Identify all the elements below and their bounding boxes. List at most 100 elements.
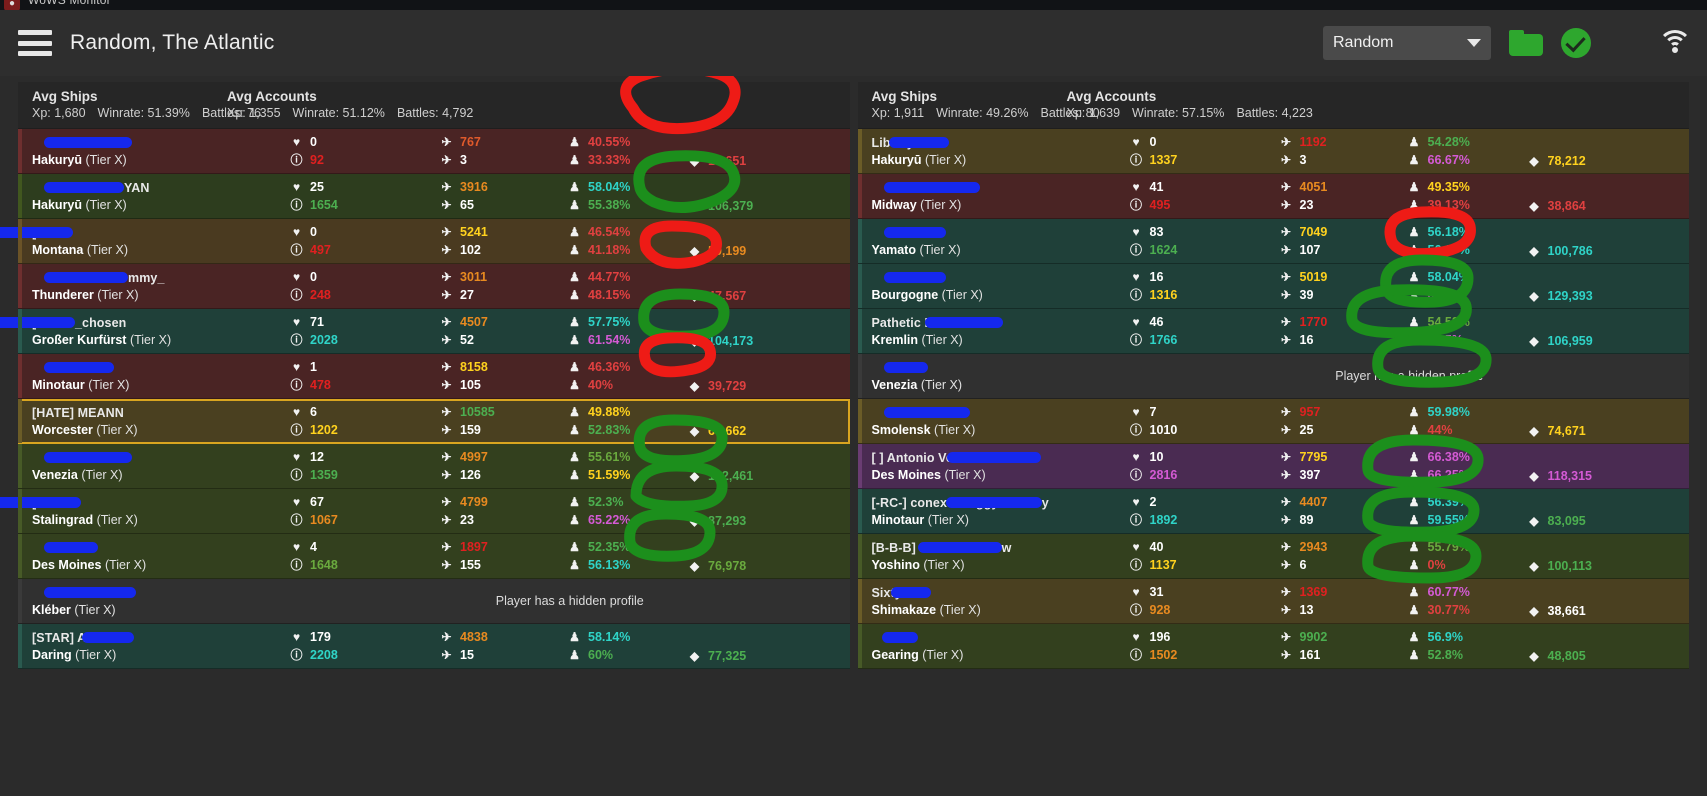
chevron-down-icon [1467, 39, 1481, 47]
player-row[interactable]: [STAR] ALFA Daring (Tier X) ♥ 179 ⓘ 2208 ✈ 4838… [18, 624, 850, 669]
player-row[interactable]: Kléber (Tier X) Player has a hidden profi… [18, 579, 850, 624]
damage-cell: ♥ 2 ⓘ 1892 [1130, 495, 1280, 527]
redacted-name [44, 137, 132, 148]
xp-cell: ✈ 1897 ✈ 155 [440, 540, 568, 572]
damage-account: 1316 [1149, 288, 1178, 302]
player-name: [STAR] ALFA [32, 630, 290, 645]
heart-icon: ♥ [1132, 270, 1140, 284]
redacted-name [883, 407, 970, 418]
player-row[interactable]: [ ] Antonio Vendrame Des Moines (Tier X) ♥… [857, 444, 1689, 489]
player-row[interactable]: Bourgogne (Tier X) ♥ 16 ⓘ 1316 ✈ 5019 ✈ 39 ♟ 58.04… [857, 264, 1689, 309]
row-accent [18, 219, 22, 263]
hamburger-icon[interactable] [18, 30, 52, 56]
winrate-cell: ♟ 59.98% ♟ 44% [1408, 405, 1528, 437]
team-summary-right: Avg Ships Xp: 1,911 Winrate: 49.26% Battles… [857, 82, 1689, 129]
winrate-cell: ♟ 66.38% ♟ 66.25% [1408, 450, 1528, 482]
player-row[interactable]: Minotaur (Tier X) ♥ 1 ⓘ 478 ✈ 8158 ✈ 105 ♟ 46.36% ♟… [18, 354, 850, 399]
qr-code-icon[interactable] [1609, 28, 1639, 58]
heart-icon: ♥ [1132, 450, 1140, 464]
player-row[interactable]: Venezia (Tier X) ♥ 12 ⓘ 1359 ✈ 4997 ✈ 126 ♟ 55.61%… [18, 444, 850, 489]
player-identity: Sixty 2 Shimakaze (Tier X) [858, 585, 1130, 618]
flame-icon: ◆ [689, 288, 700, 303]
player-row[interactable]: Smolensk (Tier X) ♥ 7 ⓘ 1010 ✈ 957 ✈ 25 ♟ 59.98% ♟ 4… [857, 399, 1689, 444]
flame-icon: ◆ [1529, 198, 1539, 213]
pr-cell: ◆ 100,786 [1528, 225, 1658, 258]
trophy-icon: ♟ [1408, 270, 1420, 284]
player-name: [ ] Antonio Vendrame [872, 450, 1130, 465]
winrate-ship: 54.28% [1427, 135, 1470, 149]
player-row[interactable]: [Montana (Tier X)♥0ⓘ497✈5241✈102♟46.54%♟… [0, 219, 850, 264]
trophy-icon: ♟ [569, 495, 580, 509]
plane-icon: ✈ [441, 513, 452, 527]
trophy-icon: ♟ [569, 180, 580, 194]
player-row[interactable]: Venezia (Tier X) Player has a hidden prof… [857, 354, 1689, 399]
winrate-ship: 58.04% [1427, 270, 1470, 284]
player-row[interactable]: [HATE] MEANN Worcester (Tier X) ♥ 6 ⓘ 1202 ✈ 10… [18, 399, 850, 444]
check-circle-icon[interactable] [1561, 28, 1591, 58]
winrate-account: 33.33% [588, 153, 631, 167]
plane-icon: ✈ [1280, 315, 1292, 329]
player-row[interactable]: Des Moines (Tier X) ♥ 4 ⓘ 1648 ✈ 1897 ✈ 155 ♟ 52.3… [18, 534, 850, 579]
trophy-icon: ♟ [1408, 495, 1420, 509]
winrate-cell: ♟ 46.54% ♟ 41.18% [568, 225, 688, 257]
winrate-ship: 49.88% [588, 405, 631, 419]
player-row[interactable]: mmy_ Thunderer (Tier X) ♥ 0 ⓘ 248 ✈ 3011 ✈ 27 ♟ 44.… [18, 264, 850, 309]
player-row[interactable]: [B-B-B] Burroww Yoshino (Tier X) ♥ 40 ⓘ 1137 ✈… [857, 534, 1689, 579]
player-row[interactable]: Yamato (Tier X) ♥ 83 ⓘ 1624 ✈ 7049 ✈ 107 ♟ 56.18% ♟… [857, 219, 1689, 264]
plane-icon: ✈ [441, 288, 452, 302]
player-row[interactable]: [-RC-] conexao laggy y Minotaur (Tier X) ♥ 2… [857, 489, 1689, 534]
folder-icon[interactable] [1509, 30, 1543, 56]
flame-icon: ◆ [1529, 423, 1539, 438]
trophy-icon: ♟ [1408, 315, 1420, 329]
info-icon: ⓘ [1129, 558, 1142, 572]
plane-icon: ✈ [1280, 450, 1292, 464]
plane-icon: ✈ [1280, 630, 1292, 644]
xp-cell: ✈ 5019 ✈ 39 [1280, 270, 1408, 302]
winrate-ship: 46.54% [588, 225, 631, 239]
plane-icon: ✈ [1280, 288, 1292, 302]
player-identity: YAN Hakuryū (Tier X) [18, 180, 290, 213]
winrate-cell: ♟ 44.77% ♟ 48.15% [568, 270, 688, 302]
pr-cell: ◆ 47,567 [688, 270, 818, 303]
pr-value: 13,651 [708, 153, 747, 168]
winrate-account: 66.25% [1427, 468, 1470, 482]
xp-cell: ✈ 10585 ✈ 159 [440, 405, 568, 437]
player-row[interactable]: Gearing (Tier X) ♥ 196 ⓘ 1502 ✈ 9902 ✈ 161 ♟ 56.9%… [857, 624, 1689, 669]
player-row[interactable]: Sixty 2 Shimakaze (Tier X) ♥ 31 ⓘ 928 ✈ 1369 ✈ 13… [857, 579, 1689, 624]
avg-ships-label: Avg Ships [32, 89, 98, 104]
redacted-name [883, 182, 980, 193]
player-row[interactable]: Liberty!! Hakuryū (Tier X) ♥ 0 ⓘ 1337 ✈ 1192 ✈ 3 ♟… [857, 129, 1689, 174]
plane-icon: ✈ [441, 270, 452, 284]
pr-cell: ◆ 76,978 [688, 540, 818, 573]
redacted-name [44, 182, 124, 193]
flame-icon: ◆ [689, 153, 700, 168]
winrate-cell: ♟ 56.18% ♟ 56.07% [1408, 225, 1528, 257]
xp-cell: ✈ 3916 ✈ 65 [440, 180, 568, 212]
flame-icon: ◆ [1529, 288, 1539, 303]
winrate-cell: ♟ 40.55% ♟ 33.33% [568, 135, 688, 167]
hidden-profile-message: Player has a hidden profile [1335, 369, 1484, 383]
player-row[interactable]: Hakuryū (Tier X) ♥ 0 ⓘ 92 ✈ 767 ✈ 3 ♟ 40.55% ♟ 33.33… [18, 129, 850, 174]
pr-value: 106,379 [708, 198, 754, 213]
winrate-account: 61.54% [588, 333, 631, 347]
row-accent [18, 534, 22, 578]
damage-account: 1892 [1149, 513, 1178, 527]
winrate-cell: ♟ 55.61% ♟ 51.59% [568, 450, 688, 482]
redacted-name [889, 137, 950, 148]
player-name [872, 225, 1130, 240]
mode-select[interactable]: Random [1323, 26, 1491, 60]
redacted-name [883, 272, 946, 283]
wifi-icon[interactable] [1657, 30, 1693, 56]
player-row[interactable]: Pathetic I!Brave Kremlin (Tier X) ♥ 46 ⓘ 1766… [857, 309, 1689, 354]
winrate-cell: ♟ 55.79% ♟ 0% [1408, 540, 1528, 572]
player-row[interactable]: YAN Hakuryū (Tier X) ♥ 25 ⓘ 1654 ✈ 3916 ✈ 65 ♟ 58.0… [18, 174, 850, 219]
pr-cell: ◆ 102,461 [688, 450, 818, 483]
player-row[interactable]: [_chosen Großer Kurfürst (Tier X) ♥ 71 ⓘ 2028… [0, 309, 850, 354]
player-name [32, 450, 290, 465]
damage-account: 2208 [310, 648, 338, 662]
xp-cell: ✈ 1192 ✈ 3 [1280, 135, 1408, 167]
player-name [872, 405, 1130, 420]
player-row[interactable]: [Stalingrad (Tier X) ♥ 67 ⓘ 1067 ✈ 4799 ✈ 23 ♟ 52.… [0, 489, 850, 534]
player-row[interactable]: Midway (Tier X) ♥ 41 ⓘ 495 ✈ 4051 ✈ 23 ♟ 49.35% ♟ 39… [857, 174, 1689, 219]
damage-account: 1502 [1149, 648, 1178, 662]
